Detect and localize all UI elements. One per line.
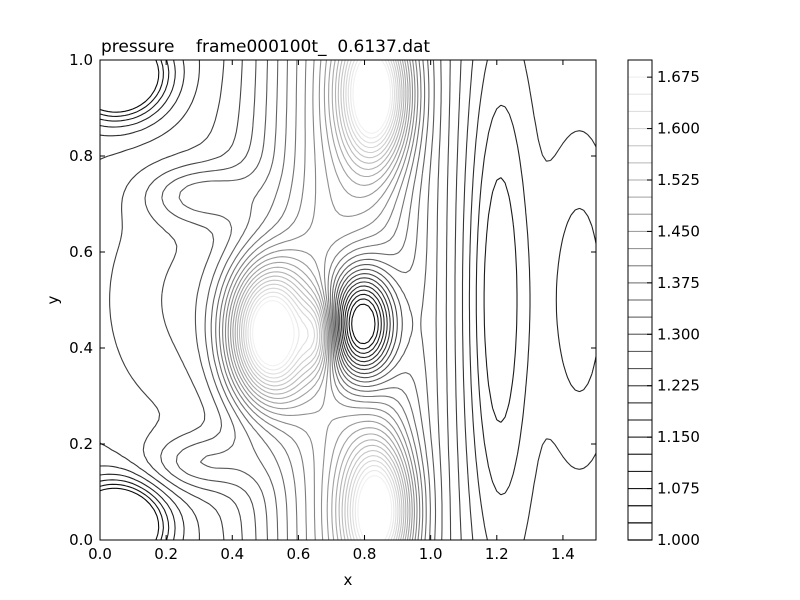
colorbar: 1.000 1.075 1.150 1.225 1.300 1.375 1.450 1.525…	[627, 59, 700, 549]
contour-level-1.450	[232, 60, 411, 540]
colorbar-tick-label: 1.300	[657, 325, 700, 343]
contour-level-1.300	[215, 60, 427, 540]
contour-level-1.600	[245, 60, 399, 540]
y-tick-label: 0.2	[69, 435, 93, 453]
colorbar-tick-label: 1.000	[657, 531, 700, 549]
colorbar-tick-label: 1.525	[657, 171, 700, 189]
contour-level-1.500	[236, 60, 407, 540]
contour-level-1.425	[230, 60, 413, 540]
contour-level-1.550	[241, 60, 403, 540]
x-axis-ticks: 0.0 0.2 0.4 0.6 0.8 1.0 1.2 1.4	[88, 60, 575, 563]
colorbar-tick-label: 1.075	[657, 480, 700, 498]
x-tick-label: 0.4	[220, 545, 244, 563]
contour-lines	[100, 60, 596, 540]
y-tick-label: 0.4	[69, 339, 93, 357]
chart-title: pressure frame000100t_ 0.6137.dat	[101, 37, 430, 57]
contour-level-1.350	[222, 60, 421, 540]
x-tick-label: 0.0	[88, 545, 112, 563]
contour-level-1.400	[227, 60, 415, 540]
x-tick-label: 0.6	[286, 545, 310, 563]
contour-level-1.625	[247, 60, 397, 540]
contour-level-1.475	[234, 60, 409, 540]
x-tick-label: 1.4	[551, 545, 575, 563]
contour-level-1.125	[100, 60, 596, 540]
x-tick-label: 1.0	[419, 545, 443, 563]
colorbar-tick-label: 1.600	[657, 120, 700, 138]
colorbar-tick-label: 1.225	[657, 377, 700, 395]
y-tick-label: 0.6	[69, 243, 93, 261]
x-tick-label: 0.8	[353, 545, 377, 563]
contour-level-1.200	[144, 60, 452, 540]
y-tick-label: 1.0	[69, 51, 93, 69]
colorbar-tick-label: 1.450	[657, 222, 700, 240]
contour-level-1.650	[249, 60, 395, 540]
contour-level-1.075	[100, 60, 518, 540]
plot-frame	[99, 59, 597, 541]
y-tick-label: 0.8	[69, 147, 93, 165]
colorbar-tick-label: 1.675	[657, 68, 700, 86]
contour-level-1.275	[210, 60, 431, 540]
contour-level-1.525	[238, 60, 405, 540]
contour-level-1.375	[224, 60, 418, 540]
x-tick-label: 0.2	[154, 545, 178, 563]
contour-level-1.025	[100, 60, 376, 540]
colorbar-frame	[627, 59, 653, 541]
contour-level-1.575	[243, 60, 401, 540]
x-tick-label: 1.2	[485, 545, 509, 563]
contour-level-1.175	[109, 60, 462, 540]
x-axis-label: x	[344, 571, 353, 589]
contour-level-1.325	[218, 60, 424, 540]
y-tick-label: 0.0	[69, 531, 93, 549]
colorbar-tick-label: 1.150	[657, 428, 700, 446]
y-axis-ticks: 0.0 0.2 0.4 0.6 0.8 1.0	[69, 51, 596, 549]
colorbar-tick-label: 1.375	[657, 274, 700, 292]
y-axis-label: y	[44, 295, 62, 304]
contour-level-1.100	[100, 60, 596, 540]
contour-level-1.150	[100, 60, 474, 540]
contour-level-1.675	[252, 60, 393, 540]
contour-level-1.250	[178, 60, 437, 540]
contour-level-1.050	[100, 60, 379, 540]
contour-level-1.225	[161, 60, 443, 540]
